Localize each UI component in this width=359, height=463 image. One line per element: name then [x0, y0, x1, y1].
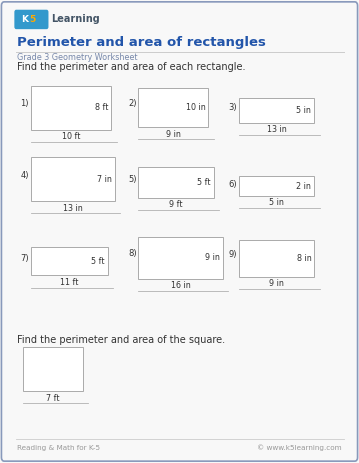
Text: © www.k5learning.com: © www.k5learning.com [257, 444, 342, 451]
Text: 10 ft: 10 ft [62, 132, 80, 141]
Text: 6): 6) [229, 180, 237, 189]
Bar [239, 240, 314, 277]
Text: Reading & Math for K-5: Reading & Math for K-5 [17, 445, 101, 450]
Text: 7 ft: 7 ft [46, 394, 60, 402]
Text: Grade 3 Geometry Worksheet: Grade 3 Geometry Worksheet [17, 53, 138, 62]
Text: 5 in: 5 in [297, 106, 311, 115]
Bar [31, 86, 111, 130]
Bar [138, 167, 214, 198]
Text: 9 in: 9 in [166, 130, 181, 138]
Text: 2 in: 2 in [297, 181, 311, 191]
FancyBboxPatch shape [14, 10, 48, 29]
Text: Find the perimeter and area of each rectangle.: Find the perimeter and area of each rect… [17, 62, 246, 72]
Text: 13 in: 13 in [266, 125, 286, 134]
Bar [31, 247, 108, 275]
Text: 9 in: 9 in [205, 253, 220, 263]
Bar [239, 98, 314, 123]
Text: Perimeter and area of rectangles: Perimeter and area of rectangles [17, 36, 266, 49]
Text: Learning: Learning [51, 14, 100, 24]
Text: 8 ft: 8 ft [95, 103, 108, 112]
Text: 2): 2) [128, 99, 137, 108]
Text: 9): 9) [229, 250, 237, 259]
Text: K: K [21, 15, 28, 24]
Text: 5 in: 5 in [269, 198, 284, 207]
Text: 1): 1) [20, 99, 29, 108]
Text: 13 in: 13 in [63, 204, 83, 213]
Text: 7): 7) [20, 254, 29, 263]
Text: 5 ft: 5 ft [91, 257, 105, 266]
Bar [138, 88, 208, 127]
Bar [31, 157, 115, 201]
Text: 10 in: 10 in [186, 103, 205, 112]
Text: 5 ft: 5 ft [197, 178, 211, 187]
Text: 4): 4) [20, 170, 29, 180]
Text: Find the perimeter and area of the square.: Find the perimeter and area of the squar… [17, 335, 225, 345]
Text: 3): 3) [229, 103, 237, 113]
Text: 9 in: 9 in [269, 279, 284, 288]
Text: 16 in: 16 in [171, 281, 190, 290]
Bar [239, 176, 314, 196]
Text: 11 ft: 11 ft [60, 278, 78, 287]
Text: 7 in: 7 in [97, 175, 112, 184]
Text: 5): 5) [128, 175, 137, 184]
Bar [138, 237, 223, 279]
Bar [23, 347, 83, 391]
Text: 8 in: 8 in [297, 254, 311, 263]
Text: 8): 8) [128, 249, 137, 258]
Text: 9 ft: 9 ft [169, 200, 183, 209]
Text: 5: 5 [29, 15, 36, 24]
